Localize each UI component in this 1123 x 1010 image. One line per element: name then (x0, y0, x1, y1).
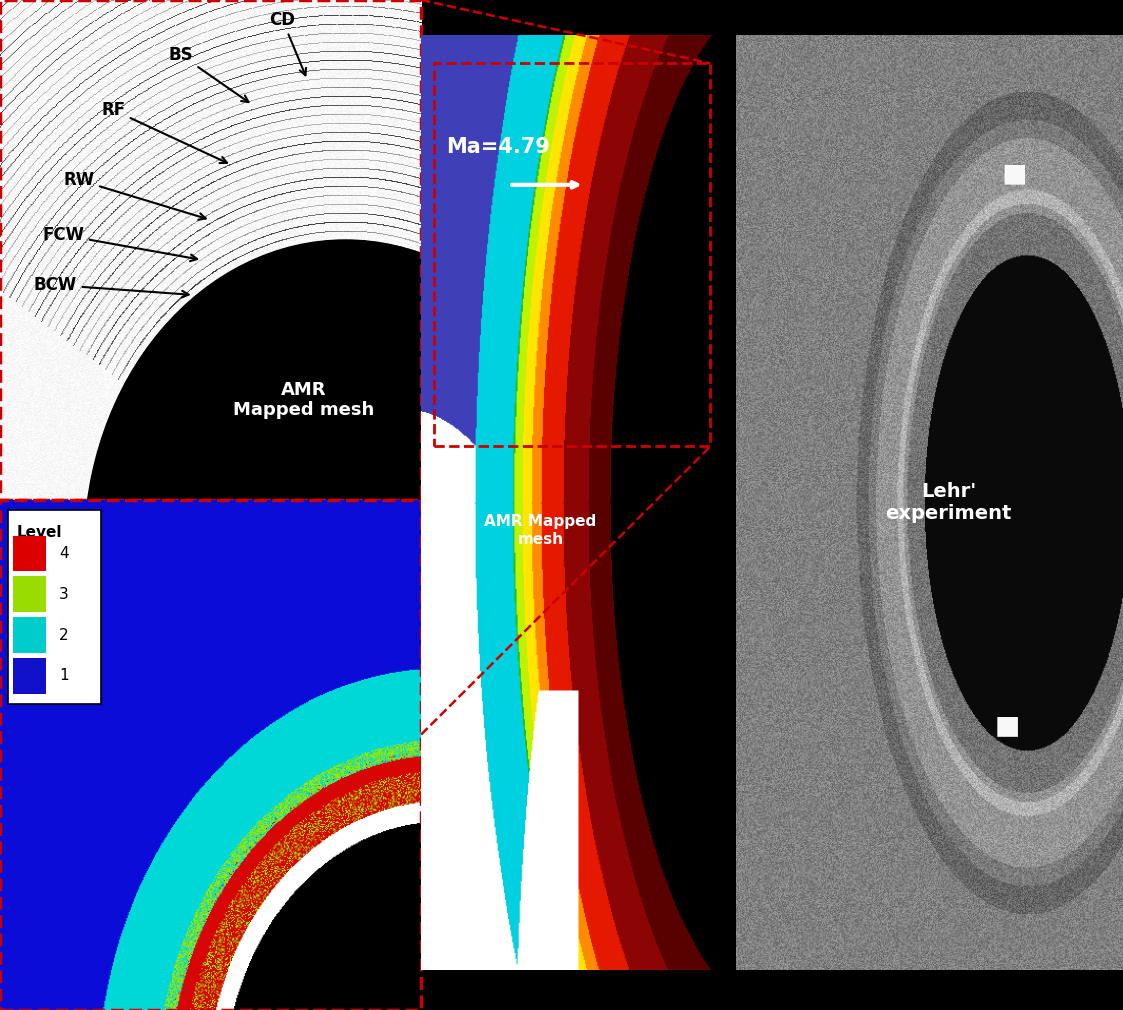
Text: BS: BS (168, 46, 248, 102)
Text: Level: Level (17, 525, 63, 540)
Text: Lehr'
experiment: Lehr' experiment (885, 482, 1012, 523)
Text: AMR Mapped
mesh: AMR Mapped mesh (484, 514, 596, 546)
Text: RF: RF (101, 101, 227, 163)
Bar (12, 577, 46, 612)
Bar (12, 535, 46, 572)
Bar (433, 64, 711, 446)
Bar (9, 510, 101, 704)
Text: CD: CD (270, 11, 305, 76)
Text: RW: RW (63, 171, 206, 220)
Bar (12, 617, 46, 653)
Text: 3: 3 (58, 587, 69, 602)
Text: 4: 4 (58, 546, 69, 561)
Text: Ma=4.79: Ma=4.79 (446, 137, 550, 158)
Bar (12, 659, 46, 694)
Text: BCW: BCW (34, 276, 189, 298)
Text: 2: 2 (58, 627, 69, 642)
Circle shape (84, 240, 606, 860)
Text: AMR
Mapped mesh: AMR Mapped mesh (232, 381, 374, 419)
Text: 1: 1 (58, 669, 69, 684)
Text: FCW: FCW (43, 226, 198, 262)
